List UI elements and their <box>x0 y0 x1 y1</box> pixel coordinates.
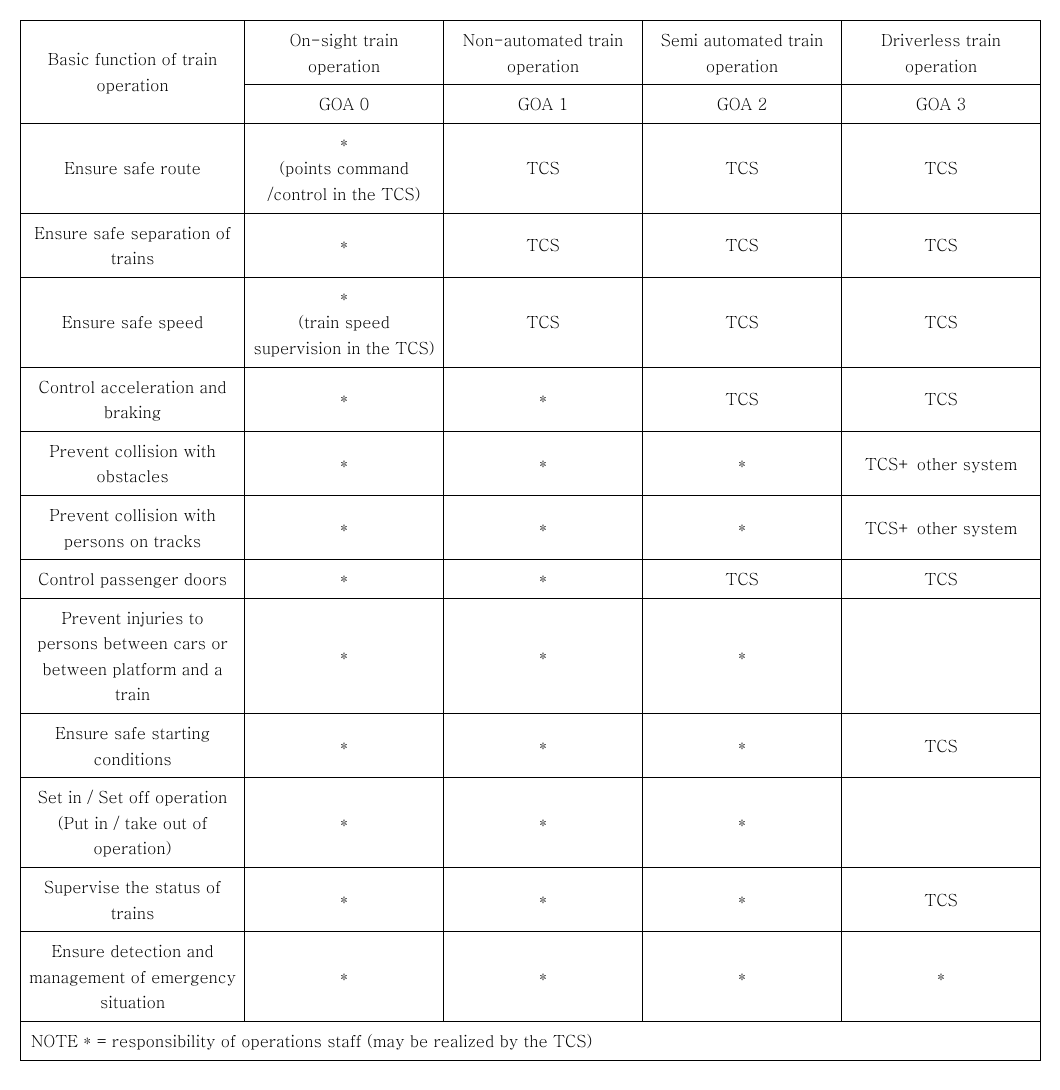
cell: * <box>444 495 643 559</box>
cell: * <box>643 714 842 778</box>
cell: * <box>444 714 643 778</box>
table-row: Ensure safe starting conditions * * * TC… <box>21 714 1041 778</box>
cell: TCS <box>444 213 643 277</box>
cell: TCS+ other system <box>842 431 1041 495</box>
cell <box>842 598 1041 713</box>
corner-header: Basic function of train operation <box>21 21 245 124</box>
table-row: Prevent injuries to persons between cars… <box>21 598 1041 713</box>
cell: * <box>245 560 444 599</box>
cell: TCS <box>842 213 1041 277</box>
cell: TCS <box>842 714 1041 778</box>
table-row: Set in / Set off operation (Put in / tak… <box>21 778 1041 868</box>
table-row: Control passenger doors * * TCS TCS <box>21 560 1041 599</box>
cell: * <box>444 560 643 599</box>
cell: TCS <box>842 123 1041 213</box>
row-label: Control passenger doors <box>21 560 245 599</box>
cell: * <box>444 431 643 495</box>
row-label: Ensure detection and management of emerg… <box>21 932 245 1022</box>
cell: TCS <box>444 277 643 367</box>
col-header-0: On-sight train operation <box>245 21 444 85</box>
cell: TCS <box>444 123 643 213</box>
cell: TCS+ other system <box>842 495 1041 559</box>
col-header-3: Driverless train operation <box>842 21 1041 85</box>
cell: TCS <box>643 277 842 367</box>
note-row: NOTE * = responsibility of operations st… <box>21 1022 1041 1061</box>
row-label: Prevent collision with obstacles <box>21 431 245 495</box>
table-row: Ensure safe separation of trains * TCS T… <box>21 213 1041 277</box>
row-label: Supervise the status of trains <box>21 868 245 932</box>
header-row-1: Basic function of train operation On-sig… <box>21 21 1041 85</box>
cell: * <box>444 598 643 713</box>
cell: TCS <box>842 560 1041 599</box>
cell: * <box>643 868 842 932</box>
cell: *(points command /control in the TCS) <box>245 123 444 213</box>
row-label: Ensure safe route <box>21 123 245 213</box>
col-header-2: Semi automated train operation <box>643 21 842 85</box>
row-label: Set in / Set off operation (Put in / tak… <box>21 778 245 868</box>
cell: * <box>643 932 842 1022</box>
table-row: Ensure safe route *(points command /cont… <box>21 123 1041 213</box>
table-row: Prevent collision with obstacles * * * T… <box>21 431 1041 495</box>
table-row: Ensure detection and management of emerg… <box>21 932 1041 1022</box>
cell: * <box>444 367 643 431</box>
cell: * <box>245 714 444 778</box>
table-row: Prevent collision with persons on tracks… <box>21 495 1041 559</box>
col-subheader-3: GOA 3 <box>842 85 1041 124</box>
cell: * <box>842 932 1041 1022</box>
cell: TCS <box>643 560 842 599</box>
cell: * <box>444 932 643 1022</box>
cell: * <box>444 868 643 932</box>
cell: * <box>245 778 444 868</box>
cell: * <box>245 598 444 713</box>
col-header-1: Non-automated train operation <box>444 21 643 85</box>
cell: TCS <box>842 868 1041 932</box>
note-cell: NOTE * = responsibility of operations st… <box>21 1022 1041 1061</box>
cell: * <box>245 431 444 495</box>
row-label: Control acceleration and braking <box>21 367 245 431</box>
cell: * <box>444 778 643 868</box>
row-label: Prevent injuries to persons between cars… <box>21 598 245 713</box>
table-row: Supervise the status of trains * * * TCS <box>21 868 1041 932</box>
goa-table: Basic function of train operation On-sig… <box>20 20 1041 1061</box>
cell: TCS <box>643 367 842 431</box>
row-label: Prevent collision with persons on tracks <box>21 495 245 559</box>
col-subheader-2: GOA 2 <box>643 85 842 124</box>
cell: * <box>643 778 842 868</box>
row-label: Ensure safe separation of trains <box>21 213 245 277</box>
cell: * <box>245 495 444 559</box>
col-subheader-0: GOA 0 <box>245 85 444 124</box>
cell: * <box>245 367 444 431</box>
cell: TCS <box>643 213 842 277</box>
table-row: Control acceleration and braking * * TCS… <box>21 367 1041 431</box>
cell: * <box>643 495 842 559</box>
cell: *(train speed supervision in the TCS) <box>245 277 444 367</box>
cell <box>842 778 1041 868</box>
cell: * <box>245 868 444 932</box>
cell: TCS <box>842 277 1041 367</box>
row-label: Ensure safe starting conditions <box>21 714 245 778</box>
table-body: Basic function of train operation On-sig… <box>21 21 1041 1061</box>
cell: * <box>643 431 842 495</box>
cell: * <box>245 213 444 277</box>
cell: * <box>245 932 444 1022</box>
cell: * <box>643 598 842 713</box>
cell: TCS <box>842 367 1041 431</box>
table-row: Ensure safe speed *(train speed supervis… <box>21 277 1041 367</box>
row-label: Ensure safe speed <box>21 277 245 367</box>
cell: TCS <box>643 123 842 213</box>
col-subheader-1: GOA 1 <box>444 85 643 124</box>
